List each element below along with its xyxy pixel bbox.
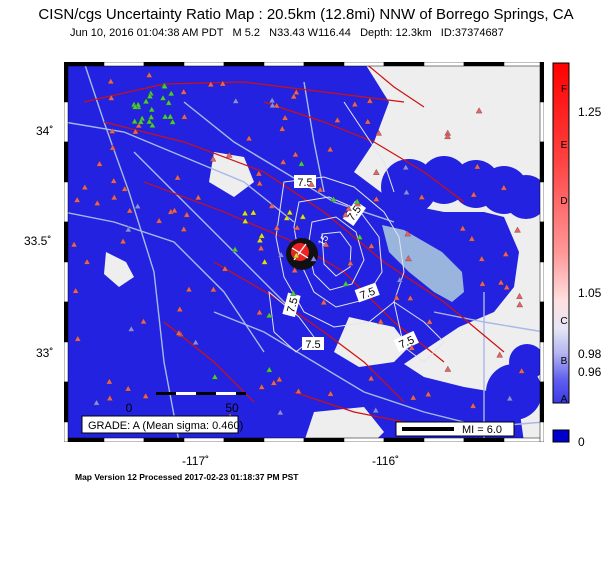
map-title: CISN/cgs Uncertainty Ratio Map : 20.5km … [38, 6, 574, 23]
mi-legend-text: MI = 6.0 [462, 424, 502, 436]
lat-label-33-5: 33.5˚ [24, 234, 52, 248]
event-id: ID:37374687 [440, 27, 504, 39]
event-depth: Depth: 12.3km [360, 27, 432, 39]
scale-bar: 0 50 [126, 392, 246, 415]
colorbar-letter-f: F [560, 84, 568, 95]
epicenter [286, 238, 318, 270]
colorbar-gradient [552, 62, 570, 404]
colorbar-min-swatch [552, 429, 570, 443]
colorbar [552, 62, 570, 443]
colorbar-letter-b: B [560, 356, 568, 367]
map-frame [64, 62, 544, 442]
scalebar-label-0: 0 [126, 401, 133, 415]
grade-box: GRADE: A (Mean sigma: 0.460) [81, 415, 243, 434]
contour-label: 7.5 [358, 286, 376, 303]
mi-legend: MI = 6.0 [395, 421, 515, 437]
colorbar-letter-a: A [560, 394, 568, 405]
colorbar-value-0: 0 [578, 435, 585, 449]
contour-label: 7.5 [305, 339, 320, 351]
lon-label-116: -116˚ [372, 454, 400, 468]
colorbar-value-0-98: 0.98 [578, 347, 602, 361]
lat-label-34: 34˚ [36, 124, 54, 138]
map-subtitle: Jun 10, 2016 01:04:38 AM PDT M 5.2 N33.4… [70, 27, 504, 39]
grade-text: GRADE: A (Mean sigma: 0.460) [88, 420, 243, 432]
event-datetime: Jun 10, 2016 01:04:38 AM PDT [70, 27, 224, 39]
event-location: N33.43 W116.44 [269, 27, 351, 39]
colorbar-value-1-05: 1.05 [578, 286, 602, 300]
lat-label-33: 33˚ [36, 346, 54, 360]
coverage-gaps [104, 152, 409, 442]
uncertainty-map: 7.5 7.5 7.5 7.5 7.5 7.5 15 0 50 GRADE: A… [64, 62, 544, 442]
colorbar-letter-c: C [560, 316, 568, 327]
lon-label-117: -117˚ [182, 454, 210, 468]
contour-labels: 7.5 7.5 7.5 7.5 7.5 7.5 15 [282, 175, 419, 352]
colorbar-value-1-25: 1.25 [578, 105, 602, 119]
map-version-footer: Map Version 12 Processed 2017-02-23 01:1… [75, 472, 299, 482]
colorbar-letter-e: E [560, 140, 568, 151]
scalebar-label-50: 50 [225, 401, 239, 415]
faults [83, 62, 505, 423]
colorbar-letter-d: D [560, 196, 568, 207]
contour-label: 7.5 [285, 296, 301, 314]
salton-sea [382, 225, 464, 302]
colorbar-value-0-96: 0.96 [578, 365, 602, 379]
event-magnitude: M 5.2 [232, 27, 260, 39]
seismic-stations [70, 71, 525, 419]
